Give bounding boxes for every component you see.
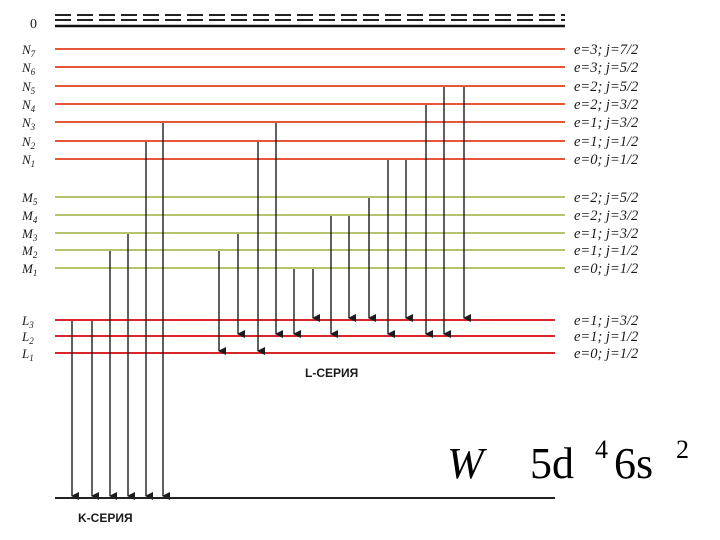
level-label-n4: N4 (21, 97, 36, 114)
quantum-numbers-n6: e=3; j=5/2 (574, 60, 638, 76)
quantum-numbers-l2: e=1; j=1/2 (574, 329, 638, 345)
level-label-l1: L1 (21, 346, 34, 363)
level-label-n7: N7 (21, 42, 36, 59)
level-label-n2: N2 (21, 134, 36, 151)
level-label-m3: M3 (21, 226, 38, 243)
config-6s: 6s (614, 439, 653, 488)
level-label-n3: N3 (21, 115, 36, 132)
quantum-numbers-n1: e=0; j=1/2 (574, 152, 638, 168)
config-5d-exponent: 4 (595, 435, 608, 464)
level-label-l2: L2 (21, 329, 34, 346)
ionization-limit: 0 (30, 14, 565, 32)
electron-configuration: W 5d 4 6s 2 (447, 435, 689, 488)
quantum-numbers-n4: e=2; j=3/2 (574, 97, 638, 113)
quantum-numbers-m2: e=1; j=1/2 (574, 243, 638, 259)
levels-group: N7 e=3; j=7/2 N6 e=3; j=5/2 N5 e=2; j=5/2 N4 e=… (21, 42, 638, 363)
transition-arrows (71, 87, 471, 500)
level-label-l3: L3 (21, 313, 34, 330)
config-5d: 5d (530, 439, 574, 488)
quantum-numbers-m3: e=1; j=3/2 (574, 226, 638, 242)
level-label-n6: N6 (21, 60, 36, 77)
quantum-numbers-m4: e=2; j=3/2 (574, 208, 638, 224)
quantum-numbers-n7: e=3; j=7/2 (574, 42, 638, 58)
quantum-numbers-m1: e=0; j=1/2 (574, 261, 638, 277)
level-label-m1: M1 (21, 261, 37, 278)
level-label-m2: M2 (21, 243, 38, 260)
quantum-numbers-n2: e=1; j=1/2 (574, 134, 638, 150)
zero-level-label: 0 (30, 17, 37, 32)
element-symbol: W (447, 439, 487, 488)
level-label-n5: N5 (21, 79, 36, 96)
l-series-label: L-СЕРИЯ (305, 366, 358, 380)
level-label-m4: M4 (21, 208, 38, 225)
k-series-label: K-СЕРИЯ (78, 511, 133, 525)
quantum-numbers-l3: e=1; j=3/2 (574, 313, 638, 329)
quantum-numbers-l1: e=0; j=1/2 (574, 346, 638, 362)
quantum-numbers-n3: e=1; j=3/2 (574, 115, 638, 131)
level-label-m5: M5 (21, 190, 38, 207)
config-6s-exponent: 2 (676, 435, 689, 464)
quantum-numbers-n5: e=2; j=5/2 (574, 79, 638, 95)
level-label-n1: N1 (21, 152, 35, 169)
quantum-numbers-m5: e=2; j=5/2 (574, 190, 638, 206)
